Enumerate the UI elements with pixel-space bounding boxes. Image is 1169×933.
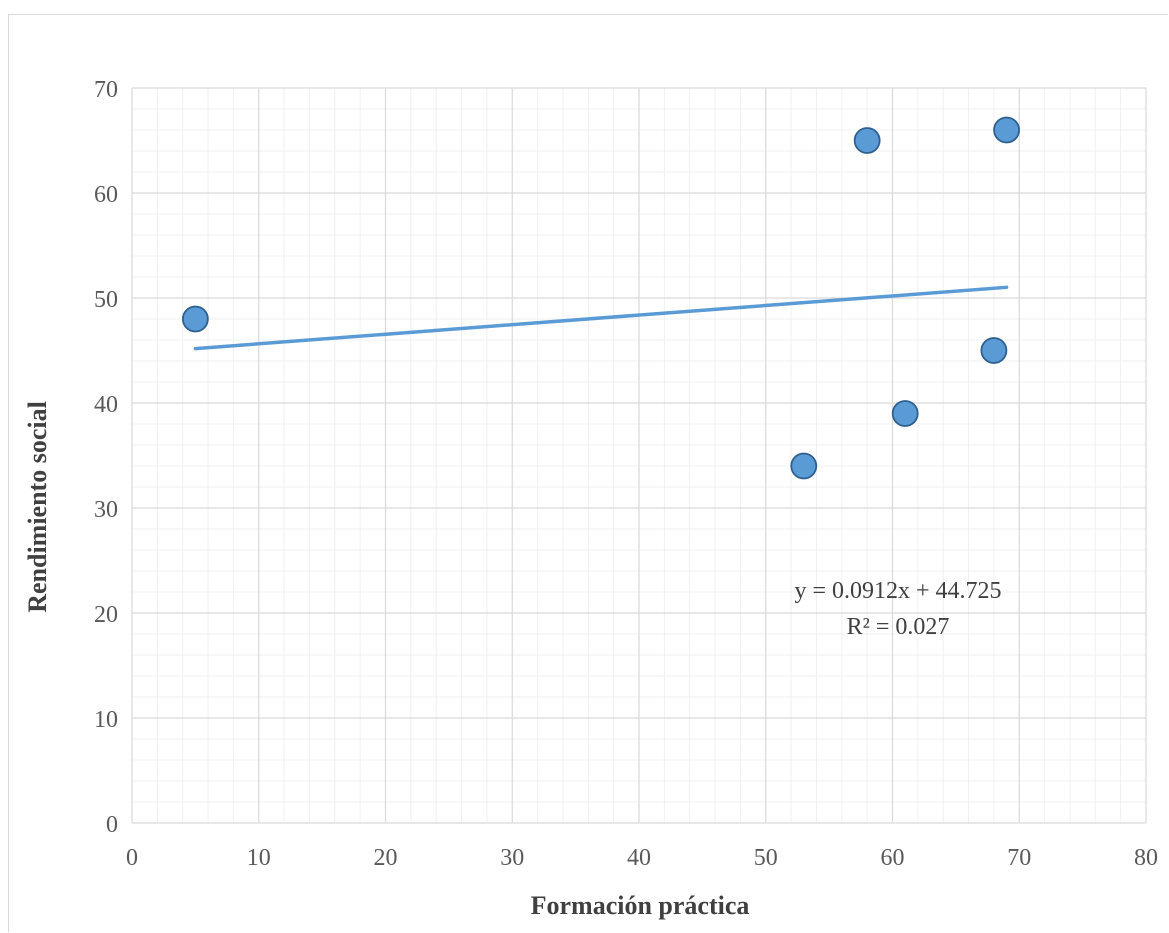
x-tick-label: 20 [374, 845, 398, 871]
x-tick-label: 80 [1134, 845, 1158, 871]
y-tick-label: 40 [94, 392, 118, 418]
data-point [980, 337, 1008, 364]
y-tick-labels: 0 10 20 30 40 50 60 70 [94, 77, 118, 838]
data-point [181, 305, 209, 333]
y-tick-label: 10 [94, 707, 118, 733]
data-point [891, 400, 919, 427]
chart-frame [8, 14, 1168, 932]
x-tick-label: 10 [247, 845, 271, 871]
y-tick-label: 70 [94, 77, 118, 103]
x-tick-label: 30 [500, 845, 524, 871]
y-tick-label: 60 [94, 182, 118, 208]
data-point [853, 127, 881, 154]
x-tick-labels: 0 10 20 30 40 50 60 70 80 [126, 845, 1158, 871]
x-tick-label: 0 [126, 845, 138, 871]
y-tick-label: 30 [94, 497, 118, 523]
x-axis-title: Formación práctica [531, 891, 750, 920]
trendline-r-squared: R² = 0.027 [847, 614, 950, 640]
trendline-equation: y = 0.0912x + 44.725 [794, 578, 1001, 604]
y-tick-label: 20 [94, 602, 118, 628]
data-point [993, 116, 1020, 144]
data-point [790, 452, 818, 480]
trendline [193, 285, 1009, 351]
x-tick-label: 40 [627, 845, 651, 871]
major-grid [131, 87, 1147, 824]
x-tick-label: 60 [881, 845, 905, 871]
y-tick-label: 0 [106, 812, 118, 838]
x-tick-label: 70 [1007, 845, 1031, 871]
y-axis-title: Rendimiento social [23, 401, 52, 613]
data-points [181, 116, 1020, 480]
y-tick-label: 50 [94, 287, 118, 313]
x-tick-label: 50 [754, 845, 778, 871]
